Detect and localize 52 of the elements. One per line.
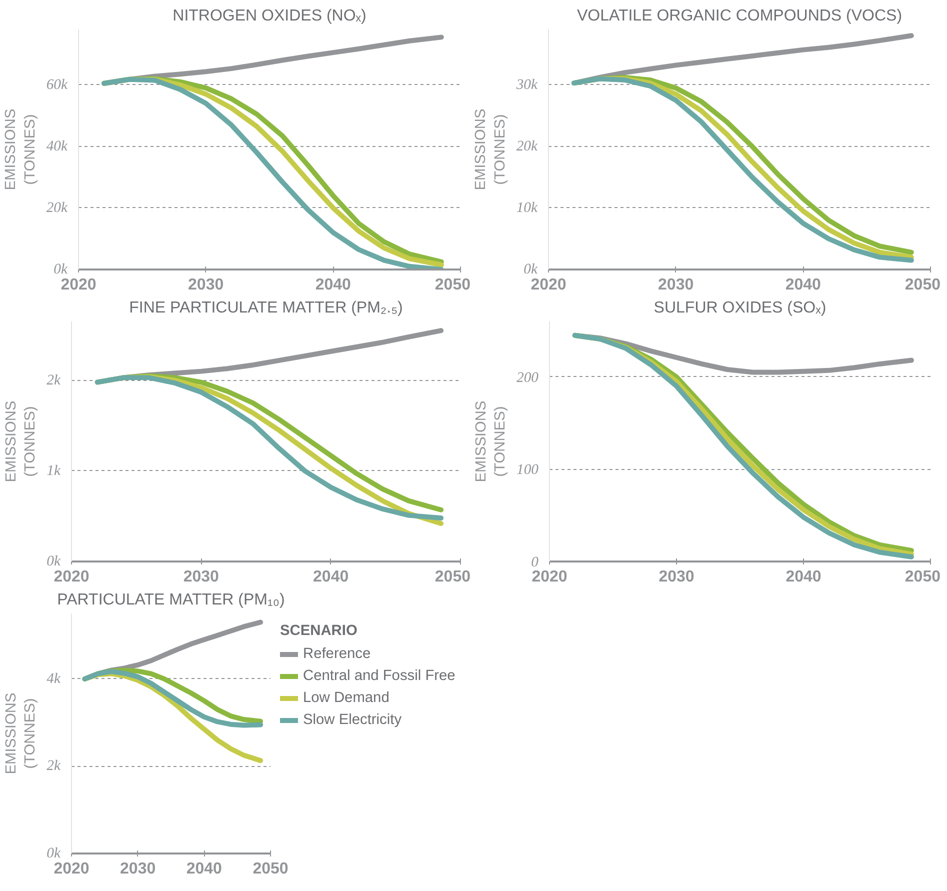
y-tick-label: 20k bbox=[46, 200, 68, 216]
x-tick-label: 2050 bbox=[904, 568, 941, 586]
y-tick-label: 20k bbox=[516, 138, 538, 154]
y-tick-label: 0 bbox=[531, 554, 540, 570]
x-tick-label: 2030 bbox=[120, 860, 156, 878]
y-tick-label: 1k bbox=[46, 462, 61, 479]
y-axis-title: EMISSIONS (TONNES) bbox=[473, 108, 508, 190]
x-tick-label: 2020 bbox=[54, 860, 90, 878]
y-axis-title: EMISSIONS (TONNES) bbox=[3, 400, 39, 482]
x-tick-label: 2050 bbox=[904, 276, 941, 294]
chart-title: NITROGEN OXIDES (NOₓ) bbox=[172, 8, 366, 24]
legend-label: Low Demand bbox=[303, 690, 390, 706]
x-tick-label: 2020 bbox=[60, 276, 96, 294]
chart-title: PARTICULATE MATTER (PM₁₀) bbox=[57, 592, 285, 608]
x-tick-label: 2030 bbox=[183, 568, 220, 586]
x-tick-label: 2020 bbox=[532, 568, 568, 586]
y-tick-label: 2k bbox=[46, 758, 61, 774]
x-tick-label: 2050 bbox=[434, 276, 471, 294]
x-tick-label: 2020 bbox=[54, 568, 90, 586]
y-axis-title: EMISSIONS (TONNES) bbox=[3, 692, 39, 774]
chart-title: FINE PARTICULATE MATTER (PM₂.₅) bbox=[129, 300, 403, 316]
y-tick-label: 100 bbox=[516, 462, 540, 478]
y-tick-label: 0k bbox=[524, 262, 538, 278]
y-tick-label: 30k bbox=[515, 76, 538, 93]
x-tick-label: 2030 bbox=[188, 276, 224, 294]
legend-title: SCENARIO bbox=[280, 623, 358, 639]
x-tick-label: 2040 bbox=[785, 276, 822, 294]
y-tick-label: 0k bbox=[54, 262, 68, 278]
legend-label: Reference bbox=[303, 646, 371, 662]
x-tick-label: 2040 bbox=[315, 276, 352, 294]
y-tick-label: 200 bbox=[516, 370, 540, 386]
y-axis-title: EMISSIONS (TONNES) bbox=[473, 400, 509, 482]
y-tick-label: 0k bbox=[46, 846, 61, 862]
y-tick-label: 0k bbox=[46, 554, 61, 570]
y-tick-label: 60k bbox=[46, 76, 68, 93]
y-tick-label: 40k bbox=[46, 138, 68, 154]
x-tick-label: 2030 bbox=[658, 568, 694, 586]
y-tick-label: 4k bbox=[46, 670, 61, 687]
x-tick-label: 2030 bbox=[658, 276, 694, 294]
legend-label: Slow Electricity bbox=[303, 712, 402, 728]
x-tick-label: 2050 bbox=[252, 860, 288, 878]
y-axis-title: EMISSIONS (TONNES) bbox=[3, 108, 38, 190]
x-tick-label: 2040 bbox=[186, 860, 222, 878]
y-tick-label: 2k bbox=[46, 372, 61, 388]
x-tick-label: 2050 bbox=[434, 568, 471, 586]
x-tick-label: 2040 bbox=[313, 568, 349, 586]
y-tick-label: 10k bbox=[516, 200, 538, 216]
chart-title: SULFUR OXIDES (SOₓ) bbox=[654, 300, 826, 316]
chart-title: VOLATILE ORGANIC COMPOUNDS (VOCS) bbox=[576, 8, 902, 24]
legend-label: Central and Fossil Free bbox=[303, 668, 456, 684]
x-tick-label: 2020 bbox=[530, 276, 566, 294]
x-tick-label: 2040 bbox=[786, 568, 822, 586]
